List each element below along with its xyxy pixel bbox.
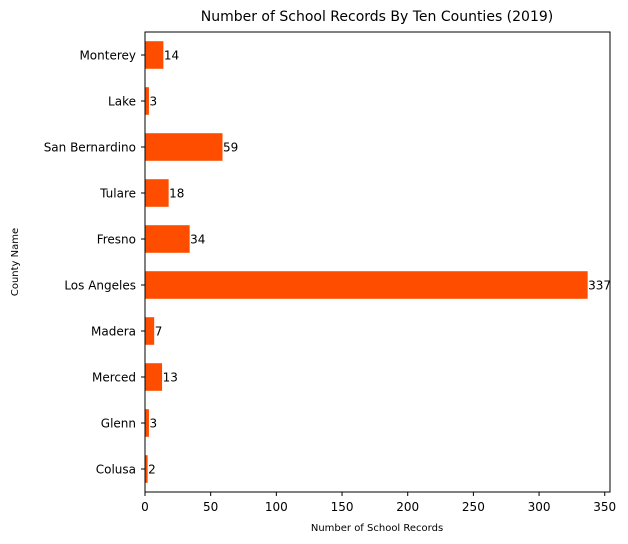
y-axis-label: County Name — [10, 228, 21, 296]
bar-value-label: 2 — [148, 463, 156, 477]
y-tick-label: San Bernardino — [44, 141, 136, 155]
x-tick-label: 150 — [331, 500, 354, 514]
y-tick-label: Tulare — [99, 187, 136, 201]
x-tick-label: 0 — [141, 500, 149, 514]
bar-lake — [145, 87, 149, 115]
x-tick-label: 300 — [528, 500, 551, 514]
y-tick-label: Fresno — [97, 233, 136, 247]
bar-fresno — [145, 225, 190, 253]
bar-san-bernardino — [145, 133, 223, 161]
bar-value-label: 34 — [190, 233, 205, 247]
bar-value-label: 18 — [169, 187, 184, 201]
bar-monterey — [145, 41, 164, 69]
y-tick-label: Madera — [91, 325, 136, 339]
bar-value-label: 7 — [155, 325, 163, 339]
x-axis-label: Number of School Records — [311, 523, 443, 534]
bar-glenn — [145, 409, 149, 437]
x-tick-label: 350 — [593, 500, 616, 514]
bar-value-label: 3 — [149, 417, 157, 431]
bar-value-label: 59 — [223, 141, 238, 155]
value-labels-layer: 2 3 13 7 337 34 18 59 3 14 — [148, 49, 611, 477]
bar-colusa — [145, 455, 148, 483]
bar-tulare — [145, 179, 169, 207]
y-tick-label: Monterey — [79, 49, 136, 63]
bar-madera — [145, 317, 155, 345]
bar-value-label: 337 — [588, 279, 611, 293]
y-tick-label: Merced — [92, 371, 136, 385]
x-tick-label: 200 — [396, 500, 419, 514]
plot-area-frame — [144, 31, 611, 493]
x-tick-label: 50 — [203, 500, 218, 514]
y-tick-label: Glenn — [101, 417, 136, 431]
chart-title: Number of School Records By Ten Counties… — [201, 9, 554, 25]
y-tick-label: Los Angeles — [64, 279, 136, 293]
bar-value-label: 14 — [164, 49, 179, 63]
x-tick-label: 250 — [462, 500, 485, 514]
bar-merced — [145, 363, 163, 391]
x-tick-label: 100 — [265, 500, 288, 514]
bars-layer — [145, 41, 588, 483]
bar-los-angeles — [145, 271, 588, 299]
bar-value-label: 3 — [149, 95, 157, 109]
y-tick-label: Colusa — [96, 463, 136, 477]
y-tick-label: Lake — [108, 95, 136, 109]
x-axis-ticks: 0 50 100 150 200 250 300 350 — [141, 492, 616, 514]
y-axis-ticks: Colusa Glenn Merced Madera Los Angeles Fresno… — [44, 49, 145, 477]
bar-value-label: 13 — [163, 371, 178, 385]
